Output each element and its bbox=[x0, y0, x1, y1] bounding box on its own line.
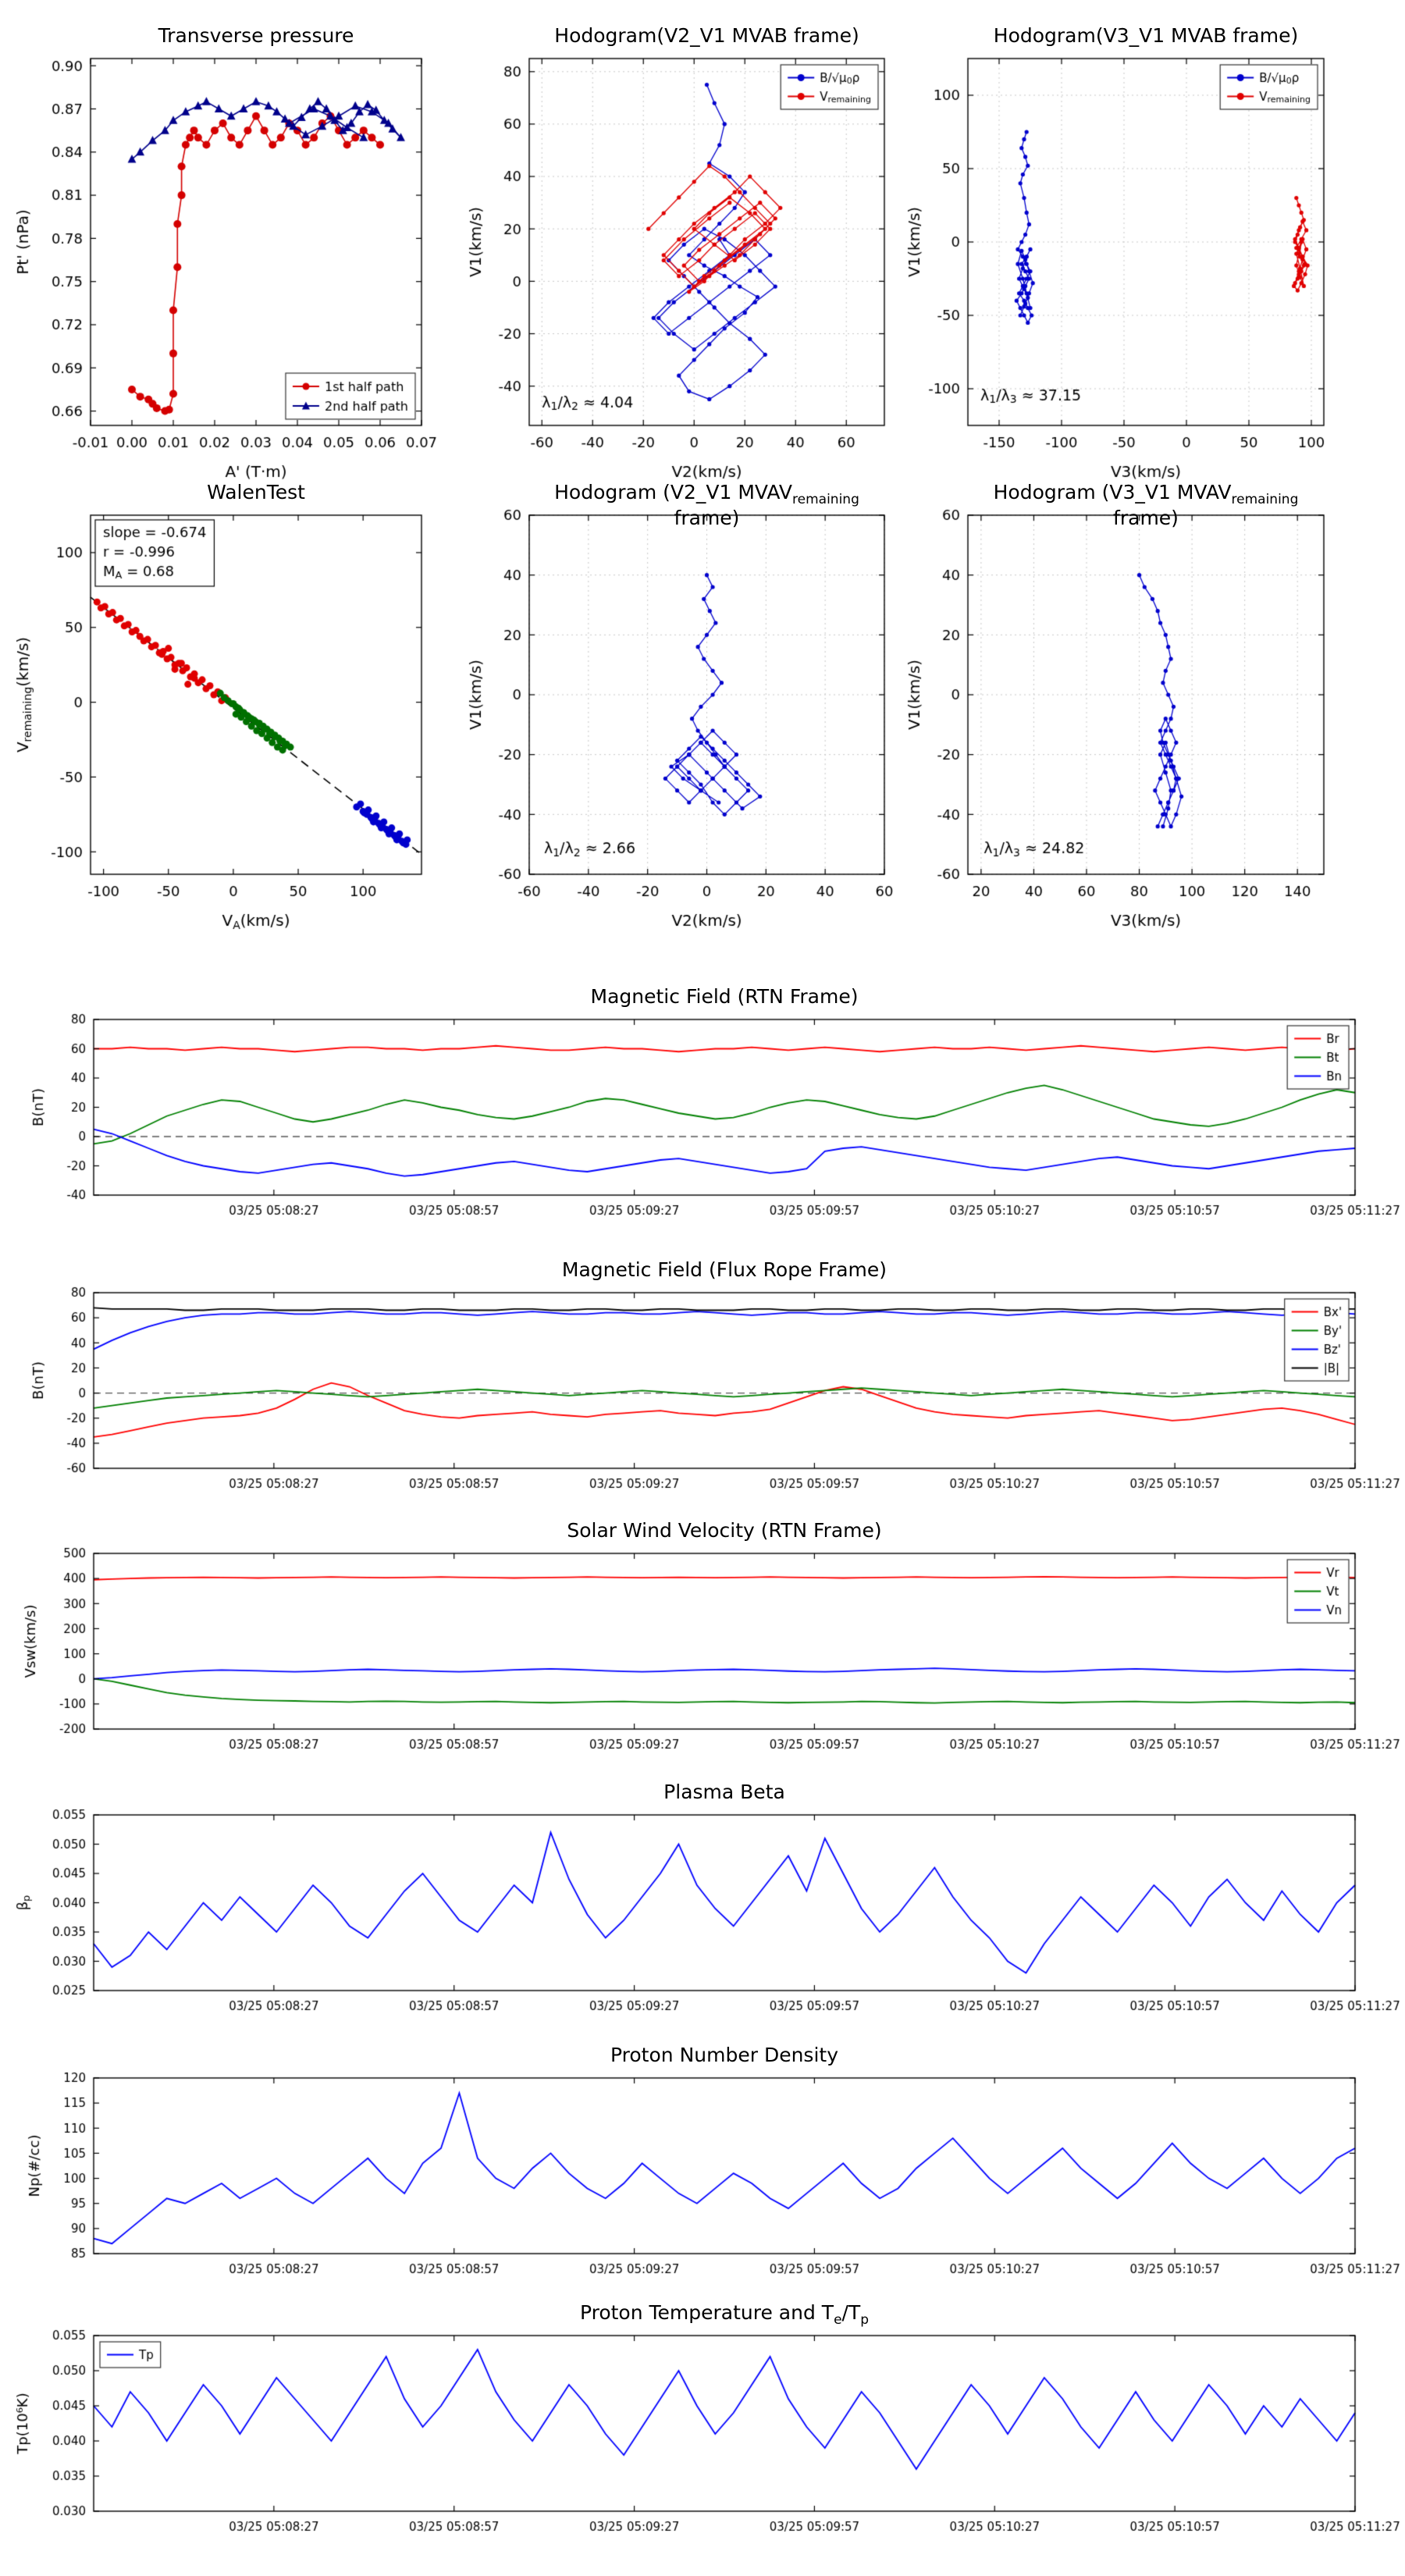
title-hodogram-v2v1-mvav: Hodogram (V2_V1 MVAVremaining frame) bbox=[554, 481, 859, 529]
title-magnetic-field-rtn: Magnetic Field (RTN Frame) bbox=[590, 985, 859, 1008]
title-transverse-pressure: Transverse pressure bbox=[158, 24, 354, 47]
title-hodogram-v2v1-mvab: Hodogram(V2_V1 MVAB frame) bbox=[554, 24, 859, 47]
title-solar-wind-velocity: Solar Wind Velocity (RTN Frame) bbox=[567, 1519, 882, 1542]
title-walen-test: WalenTest bbox=[207, 481, 305, 503]
title-plasma-beta: Plasma Beta bbox=[663, 1781, 785, 1803]
title-proton-number-density: Proton Number Density bbox=[610, 2044, 838, 2066]
title-hodogram-v3v1-mvav: Hodogram (V3_V1 MVAVremaining frame) bbox=[993, 481, 1299, 529]
title-magnetic-field-fluxrope: Magnetic Field (Flux Rope Frame) bbox=[561, 1258, 887, 1281]
title-hodogram-v3v1-mvab: Hodogram(V3_V1 MVAB frame) bbox=[993, 24, 1299, 47]
title-proton-temperature: Proton Temperature and Te/Tp bbox=[579, 2301, 870, 2328]
